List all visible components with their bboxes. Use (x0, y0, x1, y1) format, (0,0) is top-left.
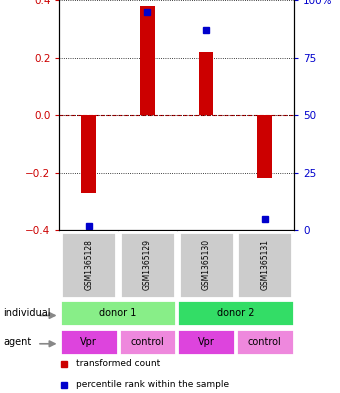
Bar (257, 115, 272, 178)
Text: donor 1: donor 1 (100, 308, 137, 318)
Text: GSM1365128: GSM1365128 (84, 239, 93, 290)
Text: GSM1365129: GSM1365129 (143, 239, 152, 290)
Text: GSM1365131: GSM1365131 (260, 239, 269, 290)
Text: Vpr: Vpr (198, 336, 215, 347)
Bar (120, 231, 175, 298)
Bar (236, 329, 293, 354)
Text: donor 2: donor 2 (217, 308, 254, 318)
Bar (61, 231, 116, 298)
Text: control: control (248, 336, 282, 347)
Bar (237, 231, 292, 298)
Text: control: control (131, 336, 164, 347)
Text: Vpr: Vpr (80, 336, 97, 347)
Text: percentile rank within the sample: percentile rank within the sample (76, 380, 229, 389)
Text: agent: agent (3, 336, 32, 347)
Bar (82, 115, 96, 193)
Bar (199, 52, 214, 115)
Text: GSM1365130: GSM1365130 (202, 239, 210, 290)
Text: individual: individual (3, 308, 51, 318)
Bar (119, 329, 176, 354)
Bar (60, 300, 176, 326)
Bar (140, 6, 155, 115)
Bar (178, 231, 234, 298)
Text: transformed count: transformed count (76, 359, 160, 368)
Bar (177, 329, 235, 354)
Bar (177, 300, 293, 326)
Bar (60, 329, 118, 354)
